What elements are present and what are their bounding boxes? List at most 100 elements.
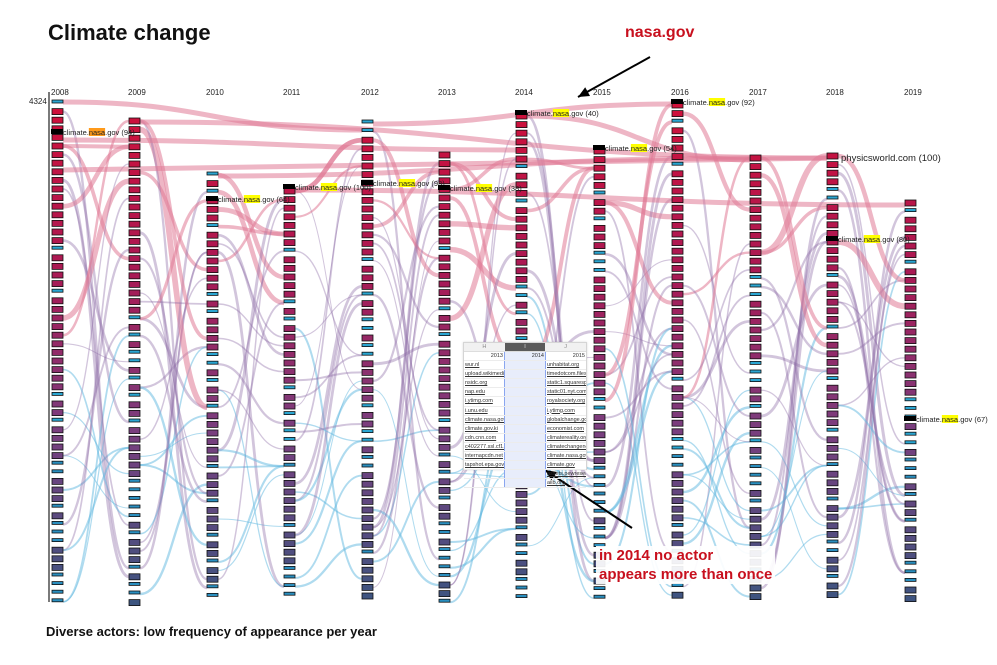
actor-node: [904, 251, 917, 259]
spreadsheet-cell[interactable]: [504, 415, 546, 424]
year-tick-label: 2015: [593, 88, 611, 97]
spreadsheet-cell[interactable]: [504, 397, 546, 406]
spreadsheet-cell[interactable]: unhabitat.org: [547, 362, 580, 369]
highlighted-node: [904, 416, 916, 421]
spreadsheet-cell[interactable]: climate.nasa.gov: [547, 453, 586, 460]
spreadsheet-cell[interactable]: static1.squaresp: [547, 380, 586, 387]
actor-node: [206, 593, 219, 597]
actor-flow: [217, 206, 285, 237]
label-suffix: .gov (92): [725, 98, 755, 107]
spreadsheet-cell[interactable]: upload.wikimedia.org: [465, 371, 504, 378]
actor-node: [51, 99, 64, 104]
label-prefix: climate.: [295, 183, 321, 192]
actor-flow: [449, 182, 517, 322]
actor-node: [128, 375, 141, 380]
actor-node: [206, 352, 219, 357]
actor-node: [438, 246, 451, 251]
actor-node: [671, 342, 684, 350]
spreadsheet-cell[interactable]: [504, 452, 546, 461]
actor-flow: [294, 294, 363, 338]
spreadsheet-cell[interactable]: climate.gov.ki: [465, 425, 498, 432]
spreadsheet-cell[interactable]: climate.nasa.gov: [465, 416, 504, 423]
spreadsheet-cell[interactable]: [504, 442, 546, 452]
actor-node: [904, 345, 917, 353]
spreadsheet-cell[interactable]: economist.com: [547, 425, 584, 432]
actor-node: [283, 256, 296, 264]
spreadsheet-cell[interactable]: tapshot.epa.gov: [465, 462, 504, 469]
spreadsheet-cell[interactable]: [504, 461, 546, 470]
actor-flow: [372, 205, 440, 383]
actor-node: [826, 204, 839, 212]
spreadsheet-cell[interactable]: [504, 406, 546, 415]
column-header-j[interactable]: J: [564, 344, 568, 350]
spreadsheet-cell[interactable]: nsidc.org: [465, 380, 488, 387]
actor-node: [361, 153, 374, 161]
spreadsheet-row: climate.nasa.gov globalchange.gov: [464, 415, 586, 425]
column-header-h[interactable]: H: [482, 344, 487, 350]
highlighted-node: [206, 196, 218, 201]
spreadsheet-row: nsidc.org static1.squaresp: [464, 379, 586, 389]
spreadsheet-cell[interactable]: cdn.cnn.com: [465, 434, 497, 441]
actor-node: [671, 118, 684, 123]
actor-node: [593, 181, 606, 189]
spreadsheet-cell[interactable]: climate.gov: [547, 462, 575, 469]
spreadsheet-cell[interactable]: static01.nyt.com: [547, 389, 586, 396]
spreadsheet-cell[interactable]: climatechangene: [547, 443, 586, 450]
spreadsheet-cell[interactable]: [504, 424, 546, 433]
spreadsheet-cell[interactable]: [504, 479, 546, 488]
spreadsheet-row: wur.nl unhabitat.org: [464, 361, 586, 371]
spreadsheet-cell[interactable]: [464, 470, 504, 478]
spreadsheet-cell[interactable]: [504, 370, 546, 379]
spreadsheet-cell[interactable]: wur.nl: [465, 362, 480, 369]
spreadsheet-cell[interactable]: 2013: [490, 353, 503, 359]
spreadsheet-cell[interactable]: i.unu.edu: [465, 407, 488, 414]
spreadsheet-cell[interactable]: [504, 470, 546, 479]
actor-node: [361, 506, 374, 514]
spreadsheet-cell[interactable]: timedotcom.files.: [547, 371, 586, 378]
spreadsheet-cell[interactable]: internapcdn.net: [465, 453, 503, 460]
column-header-i[interactable]: I: [504, 343, 546, 351]
spreadsheet-cell[interactable]: [504, 379, 546, 388]
spreadsheet-cell[interactable]: 2014: [504, 352, 546, 361]
spreadsheet-cell[interactable]: royalsociety.org: [547, 398, 586, 405]
actor-node: [283, 566, 296, 570]
spreadsheet-cell[interactable]: assets.pewresea: [547, 471, 586, 478]
actor-node: [51, 426, 64, 434]
actor-node: [206, 567, 219, 574]
spreadsheet-row: i.ytimg.com royalsociety.org: [464, 397, 586, 407]
label-prefix: climate.: [373, 179, 399, 188]
label-prefix: climate.: [838, 235, 864, 244]
actor-flow: [372, 162, 440, 529]
spreadsheet-cell[interactable]: [504, 388, 546, 397]
actor-node: [438, 263, 451, 271]
spreadsheet-cell[interactable]: c402277.ssl.cf1.rackcdn.com: [465, 443, 504, 450]
spreadsheet-cell[interactable]: climatereality.org: [547, 434, 586, 441]
spreadsheet-cell[interactable]: [464, 479, 504, 487]
actor-node: [826, 393, 839, 401]
highlighted-actor-label: climate.nasa.gov (38): [450, 184, 522, 193]
actor-flow: [372, 199, 440, 260]
actor-node: [438, 297, 451, 305]
actor-node: [749, 197, 762, 205]
actor-flow: [372, 309, 440, 528]
actor-node: [283, 213, 296, 221]
actor-node: [438, 486, 451, 494]
spreadsheet-cell[interactable]: aiib.org: [547, 480, 566, 487]
actor-node: [51, 297, 64, 305]
spreadsheet-cell[interactable]: [504, 433, 546, 442]
spreadsheet-cell[interactable]: 2015: [572, 353, 585, 359]
actor-node: [826, 384, 839, 392]
actor-flow: [294, 388, 363, 502]
actor-flow: [372, 260, 440, 457]
actor-flow: [217, 449, 285, 468]
spreadsheet-cell[interactable]: i.ytimg.com: [547, 407, 575, 414]
actor-node: [361, 291, 374, 296]
actor-flow: [217, 363, 285, 425]
highlighted-actor-label: climate.nasa.gov (100): [295, 183, 371, 192]
actor-node: [826, 479, 839, 487]
spreadsheet-cell[interactable]: [504, 361, 546, 370]
actor-node: [593, 207, 606, 215]
spreadsheet-cell[interactable]: i.ytimg.com: [465, 398, 493, 405]
spreadsheet-cell[interactable]: nap.edu: [465, 389, 485, 396]
spreadsheet-cell[interactable]: globalchange.gov: [547, 416, 586, 423]
